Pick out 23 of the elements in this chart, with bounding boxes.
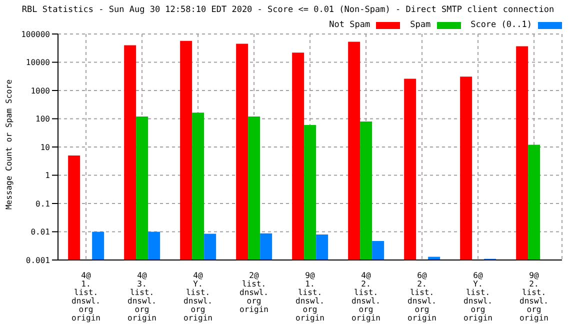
y-tick-label: 10000 <box>26 58 50 68</box>
y-tick-label: 1 <box>45 171 50 180</box>
legend-label: Score (0..1) <box>470 20 532 30</box>
x-tick-label: 9@ 2. list. dnswl. org origin <box>520 271 549 322</box>
y-tick-label: 1000 <box>30 86 50 96</box>
y-tick-label: 100000 <box>21 30 50 39</box>
legend-label: Spam <box>410 20 431 30</box>
x-tick-label: 4@ 2. list. dnswl. org origin <box>352 271 381 322</box>
y-axis-title: Message Count or Spam Score <box>4 78 14 212</box>
x-tick-label: 2@ list. dnswl. org origin <box>240 271 269 314</box>
y-tick-label: 0.1 <box>36 199 50 208</box>
y-tick-label: 0.001 <box>26 256 50 265</box>
y-tick-label: 100 <box>36 114 50 124</box>
legend-label: Not Spam <box>329 20 370 30</box>
chart-title: RBL Statistics - Sun Aug 30 12:58:10 EDT 2020 - Score <= 0.01 (Non-Spam) - Direct SMTP client connection <box>20 5 556 15</box>
y-tick-label: 10 <box>40 142 50 152</box>
y-tick-label: 0.01 <box>30 228 50 237</box>
x-tick-label: 4@ 1. list. dnswl. org origin <box>72 271 101 322</box>
x-tick-label: 6@ 2. list. dnswl. org origin <box>408 271 437 322</box>
x-tick-label: 4@ Y. list. dnswl. org origin <box>184 271 213 322</box>
x-tick-label: 6@ Y. list. dnswl. org origin <box>464 271 493 322</box>
x-tick-label: 4@ 3. list. dnswl. org origin <box>128 271 157 322</box>
x-tick-label: 9@ 1. list. dnswl. org origin <box>296 271 325 322</box>
